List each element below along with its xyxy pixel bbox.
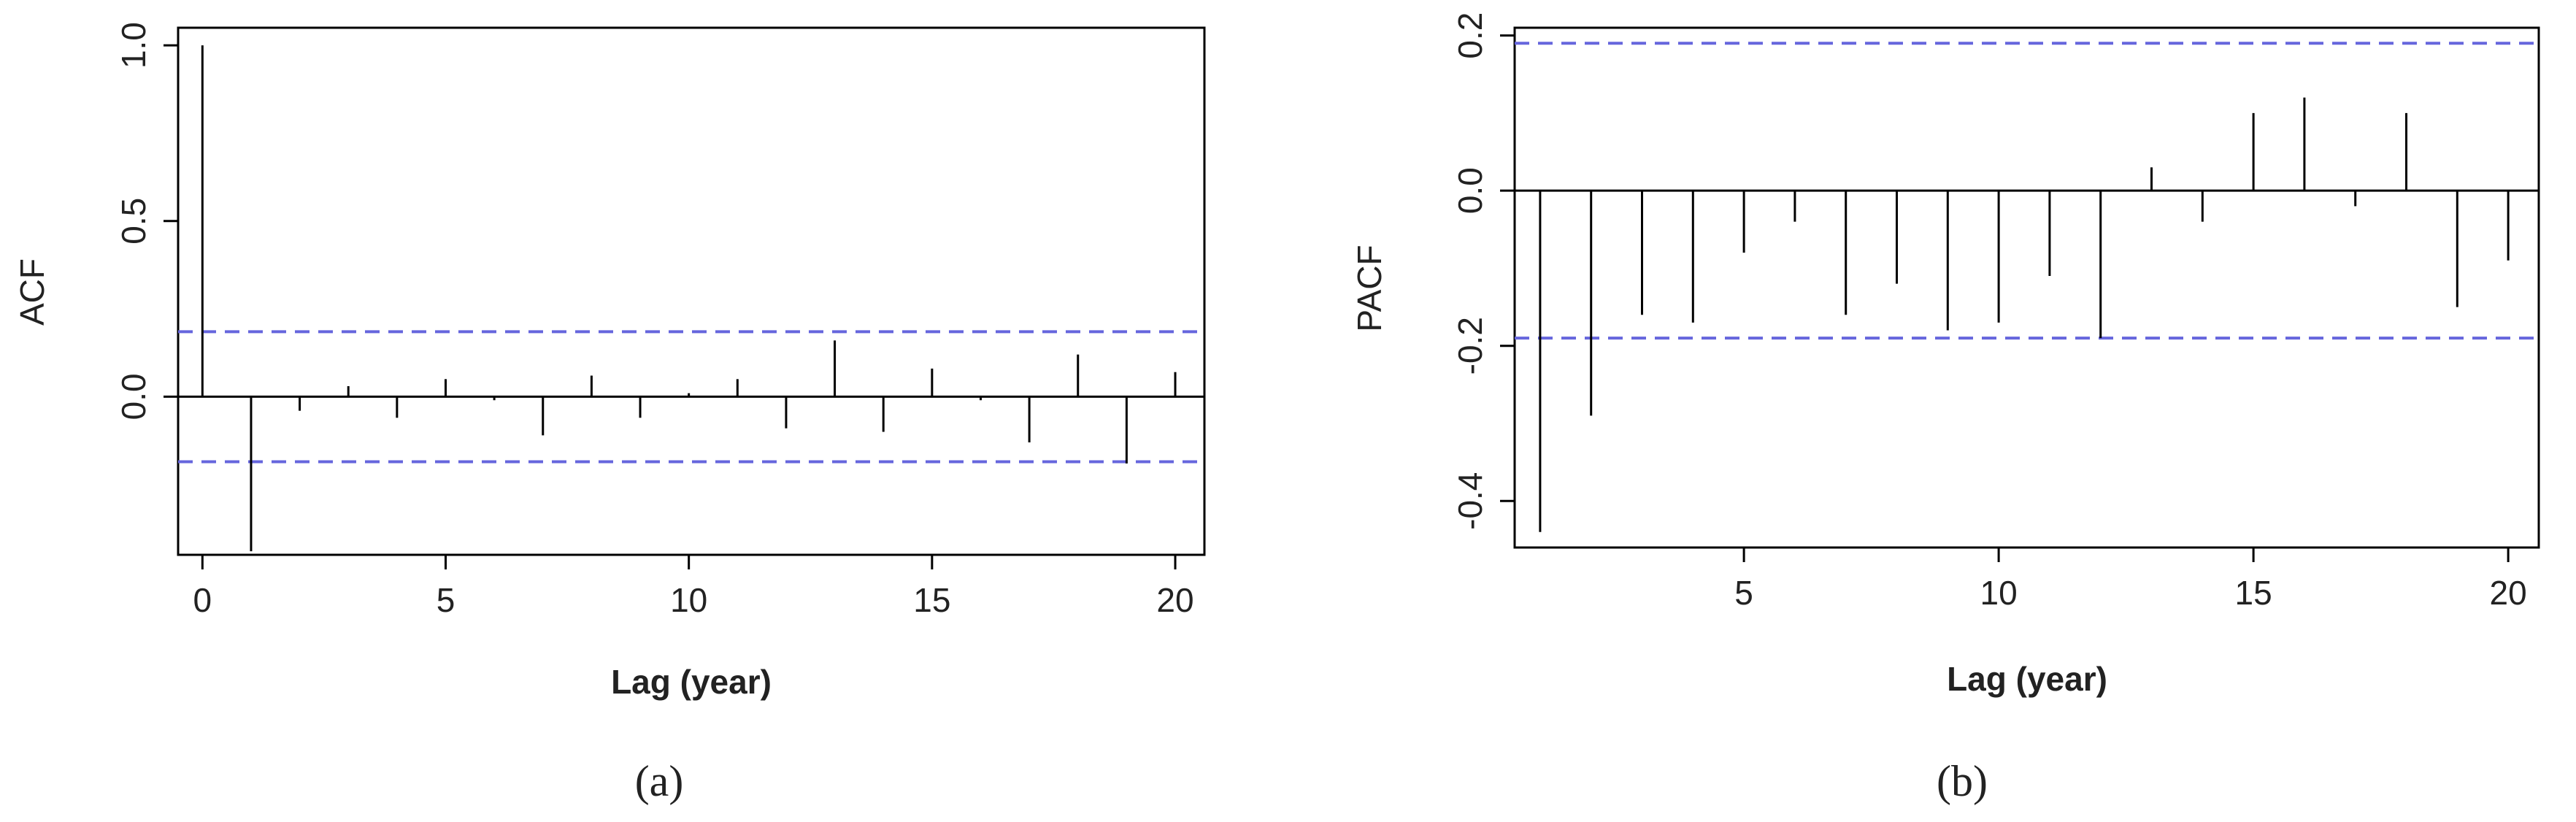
y-tick-label: 1.0	[115, 22, 153, 69]
x-tick-label: 20	[2490, 574, 2527, 612]
x-tick-label: 5	[1734, 574, 1753, 612]
x-tick-label: 10	[1980, 574, 2018, 612]
panel-caption: (b)	[1937, 757, 1988, 805]
x-tick-label: 0	[193, 581, 212, 619]
y-axis-title: PACF	[1350, 245, 1388, 331]
y-tick-label: 0.2	[1451, 12, 1489, 59]
x-axis-title: Lag (year)	[611, 663, 772, 701]
y-tick-label: 0.0	[115, 373, 153, 420]
y-tick-label: 0.0	[1451, 167, 1489, 214]
x-tick-label: 15	[2235, 574, 2272, 612]
acf-panel: 0 5 10 15 20 0.0 0.5 1.0 Lag (year) ACF (a)	[13, 22, 1206, 805]
x-tick-label: 15	[913, 581, 950, 619]
x-axis-title: Lag (year)	[1947, 660, 2107, 698]
y-tick-label: -0.4	[1451, 472, 1489, 530]
y-tick-label: -0.2	[1451, 317, 1489, 374]
plot-frame	[177, 26, 1206, 556]
x-tick-label: 5	[437, 581, 455, 619]
x-tick-label: 10	[670, 581, 707, 619]
plot-frame	[1513, 26, 2540, 549]
y-tick-label: 0.5	[115, 198, 153, 245]
pacf-panel: 5 10 15 20 -0.4 -0.2 0.0 0.2 Lag (year) PACF (b)	[1350, 12, 2540, 805]
x-tick-label: 20	[1156, 581, 1193, 619]
panel-caption: (a)	[635, 757, 684, 805]
y-axis-title: ACF	[13, 258, 51, 326]
